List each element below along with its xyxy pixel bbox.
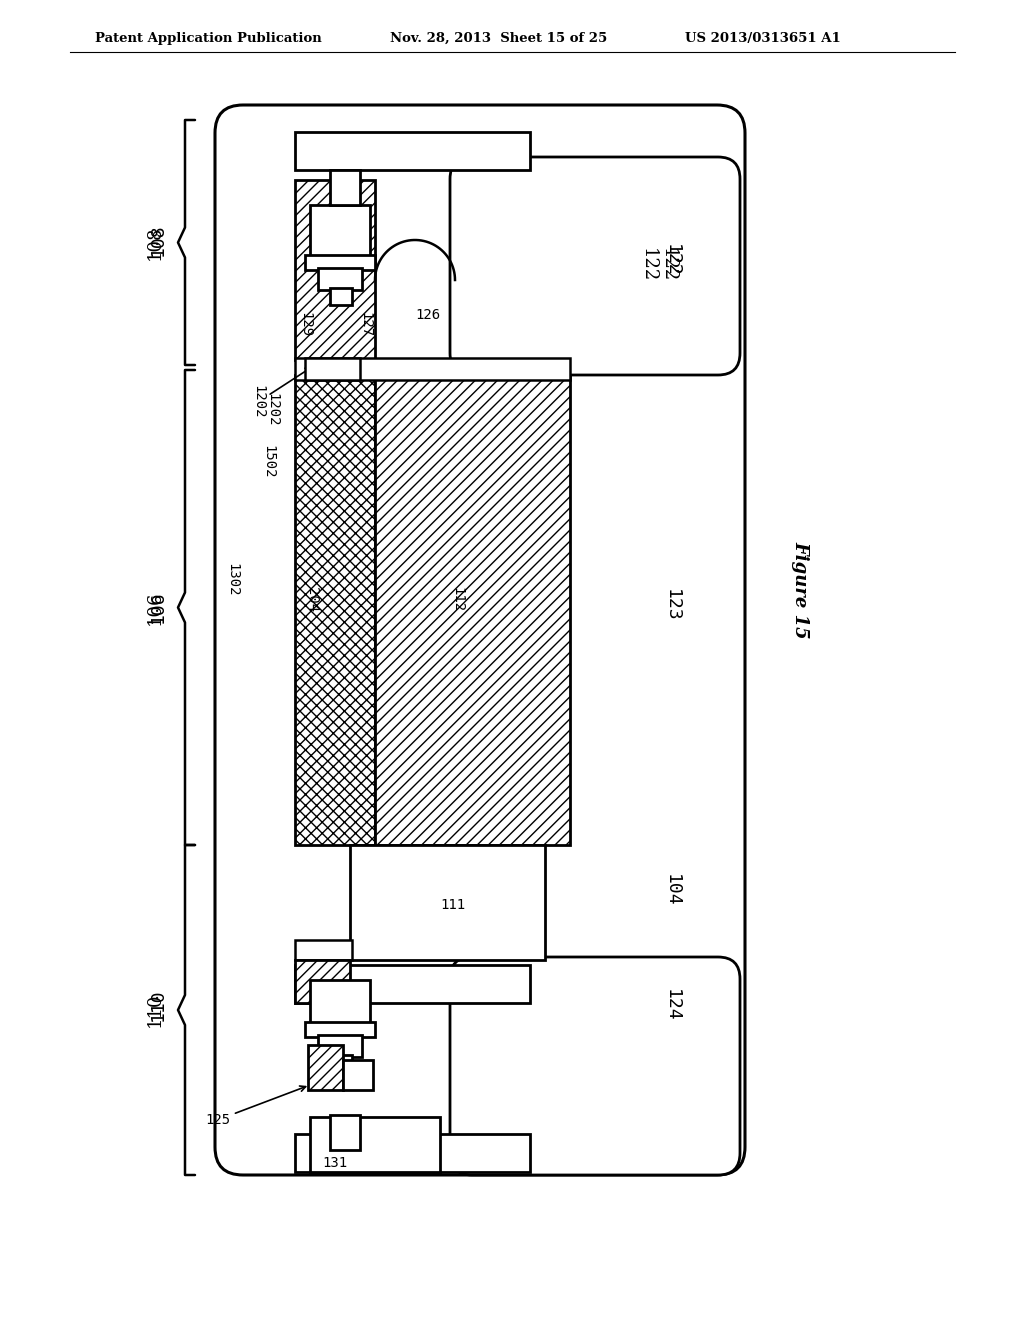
Text: 1202: 1202: [251, 367, 311, 418]
Bar: [295, 375, 375, 845]
Bar: [305, 1022, 375, 1038]
Text: 125: 125: [205, 1086, 305, 1127]
Bar: [295, 358, 570, 380]
Bar: [295, 1134, 530, 1172]
Text: 106: 106: [150, 590, 167, 623]
FancyBboxPatch shape: [450, 957, 740, 1175]
Bar: [375, 375, 570, 845]
Text: 122: 122: [659, 248, 677, 282]
Text: Figure 15: Figure 15: [791, 541, 809, 639]
Text: 108: 108: [146, 226, 164, 260]
Bar: [310, 1117, 440, 1172]
Bar: [305, 358, 360, 380]
Text: 1202: 1202: [265, 393, 279, 426]
Text: 122: 122: [639, 248, 657, 282]
Text: 127: 127: [358, 313, 372, 338]
Text: Nov. 28, 2013  Sheet 15 of 25: Nov. 28, 2013 Sheet 15 of 25: [390, 32, 607, 45]
Bar: [295, 960, 350, 1003]
FancyBboxPatch shape: [215, 106, 745, 1175]
Bar: [350, 845, 545, 960]
Bar: [330, 1055, 352, 1072]
Bar: [318, 1035, 362, 1057]
Bar: [295, 965, 530, 1003]
Text: 204: 204: [305, 587, 319, 612]
Text: US 2013/0313651 A1: US 2013/0313651 A1: [685, 32, 841, 45]
Bar: [305, 255, 375, 271]
Bar: [310, 979, 370, 1035]
Bar: [295, 132, 530, 170]
Text: 104: 104: [663, 874, 681, 907]
Bar: [318, 268, 362, 290]
Text: 131: 131: [322, 1156, 347, 1170]
FancyBboxPatch shape: [450, 157, 740, 375]
Bar: [343, 1060, 373, 1090]
Bar: [330, 170, 360, 205]
Text: 112: 112: [450, 587, 464, 612]
Bar: [295, 180, 375, 360]
Text: 124: 124: [663, 989, 681, 1022]
Bar: [310, 205, 370, 260]
Text: 122: 122: [663, 244, 681, 276]
Text: 1302: 1302: [225, 564, 239, 597]
Text: 129: 129: [298, 313, 312, 338]
Bar: [295, 940, 352, 960]
Text: 106: 106: [146, 590, 164, 624]
Text: 110: 110: [150, 989, 167, 1022]
Text: 108: 108: [150, 223, 167, 256]
Text: 110: 110: [146, 993, 164, 1027]
Bar: [330, 288, 352, 305]
Text: 111: 111: [440, 898, 465, 912]
Text: Patent Application Publication: Patent Application Publication: [95, 32, 322, 45]
Bar: [330, 1115, 360, 1150]
Text: 126: 126: [415, 308, 440, 322]
Text: 123: 123: [663, 589, 681, 622]
Bar: [308, 1045, 343, 1090]
Text: 1502: 1502: [261, 445, 275, 479]
